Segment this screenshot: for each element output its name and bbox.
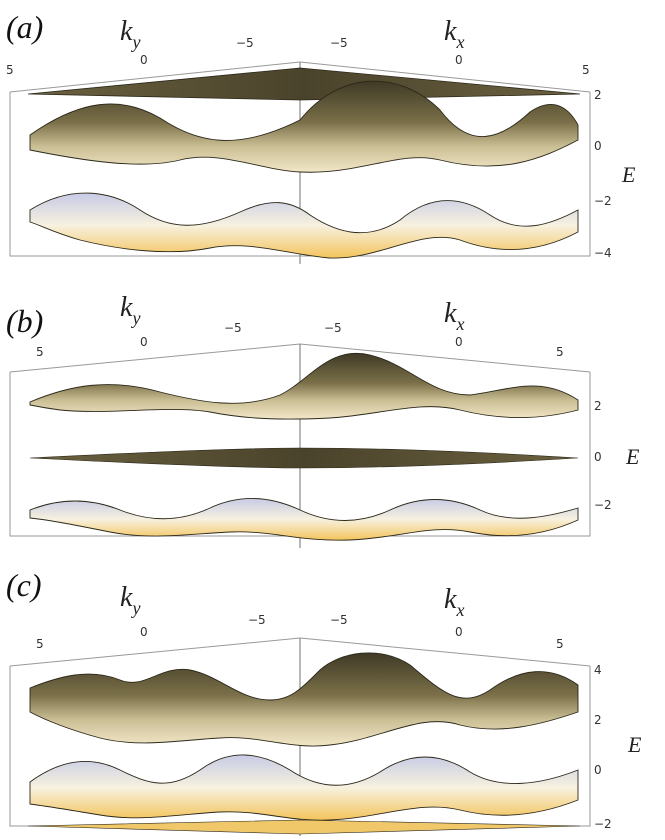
panel-a-label: (a) [6,9,43,45]
panel-c-ky-tick-5: 5 [36,637,44,651]
panel-c-e-label: E [627,732,642,757]
panel-c-e-tick-4: −2 [594,817,612,831]
panel-a-ky-tick-neg5: −5 [236,36,254,50]
panel-b-e-tick-3: −2 [594,498,612,512]
panel-c-e-tick-2: 0 [594,763,602,777]
panel-a-kx-tick-0: 0 [455,53,463,67]
panel-a-e-tick-3: −2 [594,194,612,208]
panel-a-lower-band [29,192,579,259]
panel-a-upper-band [29,80,579,173]
panel-b-surfaces [29,352,579,541]
panel-c-kx-tick-0: 0 [455,625,463,639]
panel-c: (c) ky kx 5 0 −5 −5 0 5 4 0 2 −2 E [6,567,642,836]
panel-b-label: (b) [6,303,43,339]
panel-a-e-tick-2: 0 [594,139,602,153]
panel-c-upper-band [29,652,579,747]
panel-c-kx-tick-neg5: −5 [330,613,348,627]
panel-b-ky-label: ky [120,292,140,328]
panel-a-kx-label: kx [444,16,464,52]
panel-c-label: (c) [6,567,42,603]
panel-c-ky-tick-neg5: −5 [248,613,266,627]
panel-a-e-tick-4: −4 [594,246,612,260]
panel-b-e-tick-2: 0 [594,450,602,464]
panel-a-flat-band [27,67,581,101]
panel-c-surfaces [27,652,581,835]
panel-b-ky-tick-5: 5 [36,345,44,359]
panel-b-lower-band [29,498,579,541]
panel-c-e-tick-3: 2 [594,713,602,727]
panel-b-ky-tick-0: 0 [140,335,148,349]
panel-c-flat-band [27,819,581,835]
panel-a: (a) ky kx 5 0 −5 −5 0 5 2 0 −2 −4 E [6,9,636,264]
panel-b-flat-band [29,447,579,469]
panel-b-kx-tick-5: 5 [556,345,564,359]
panel-a-e-tick-1: 2 [594,88,602,102]
panel-c-kx-label: kx [444,584,464,620]
panel-b-kx-label: kx [444,298,464,334]
panel-b-e-tick-1: 2 [594,399,602,413]
panel-c-e-tick-1: 4 [594,663,602,677]
panel-a-ky-tick-0: 0 [140,53,148,67]
panel-c-ky-label: ky [120,582,140,618]
panel-b-upper-band [29,352,579,420]
panel-b: (b) ky kx 5 0 −5 −5 0 5 2 0 −2 E [6,292,640,548]
panel-a-ky-label: ky [120,16,140,52]
panel-b-ky-tick-neg5: −5 [224,321,242,335]
panel-a-kx-tick-neg5: −5 [330,36,348,50]
panel-a-surfaces [27,67,581,259]
panel-a-e-label: E [621,162,636,187]
panel-c-kx-tick-5: 5 [556,637,564,651]
panel-a-kx-tick-5: 5 [582,63,590,77]
panel-b-kx-tick-neg5: −5 [324,321,342,335]
panel-b-kx-tick-0: 0 [455,335,463,349]
panel-a-ky-tick-5: 5 [6,63,14,77]
panel-b-e-label: E [625,444,640,469]
panel-c-middle-band [29,754,579,821]
panel-c-ky-tick-0: 0 [140,625,148,639]
